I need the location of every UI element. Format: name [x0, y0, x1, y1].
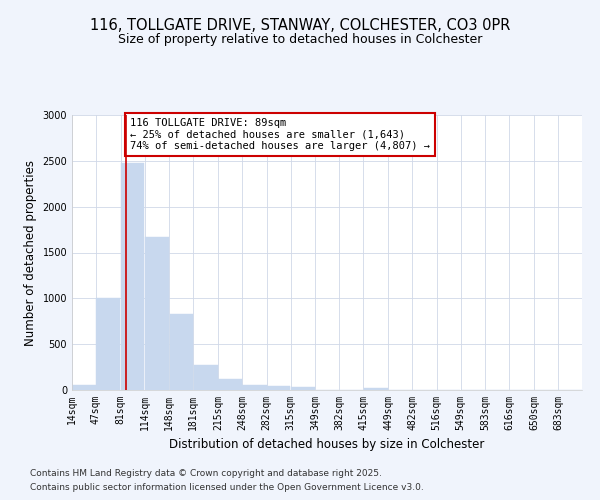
Text: Contains public sector information licensed under the Open Government Licence v3: Contains public sector information licen… — [30, 484, 424, 492]
Bar — [242, 385, 266, 390]
Bar — [170, 314, 193, 390]
Bar — [96, 298, 121, 390]
Bar — [364, 388, 388, 390]
Bar — [291, 387, 315, 390]
Bar — [194, 365, 218, 390]
Text: Contains HM Land Registry data © Crown copyright and database right 2025.: Contains HM Land Registry data © Crown c… — [30, 468, 382, 477]
Bar — [121, 162, 145, 390]
Text: 116 TOLLGATE DRIVE: 89sqm
← 25% of detached houses are smaller (1,643)
74% of se: 116 TOLLGATE DRIVE: 89sqm ← 25% of detac… — [130, 118, 430, 151]
Bar — [267, 386, 290, 390]
Bar — [145, 237, 169, 390]
Text: Size of property relative to detached houses in Colchester: Size of property relative to detached ho… — [118, 32, 482, 46]
Bar — [72, 386, 96, 390]
Y-axis label: Number of detached properties: Number of detached properties — [24, 160, 37, 346]
Bar — [218, 378, 242, 390]
X-axis label: Distribution of detached houses by size in Colchester: Distribution of detached houses by size … — [169, 438, 485, 452]
Text: 116, TOLLGATE DRIVE, STANWAY, COLCHESTER, CO3 0PR: 116, TOLLGATE DRIVE, STANWAY, COLCHESTER… — [90, 18, 510, 32]
